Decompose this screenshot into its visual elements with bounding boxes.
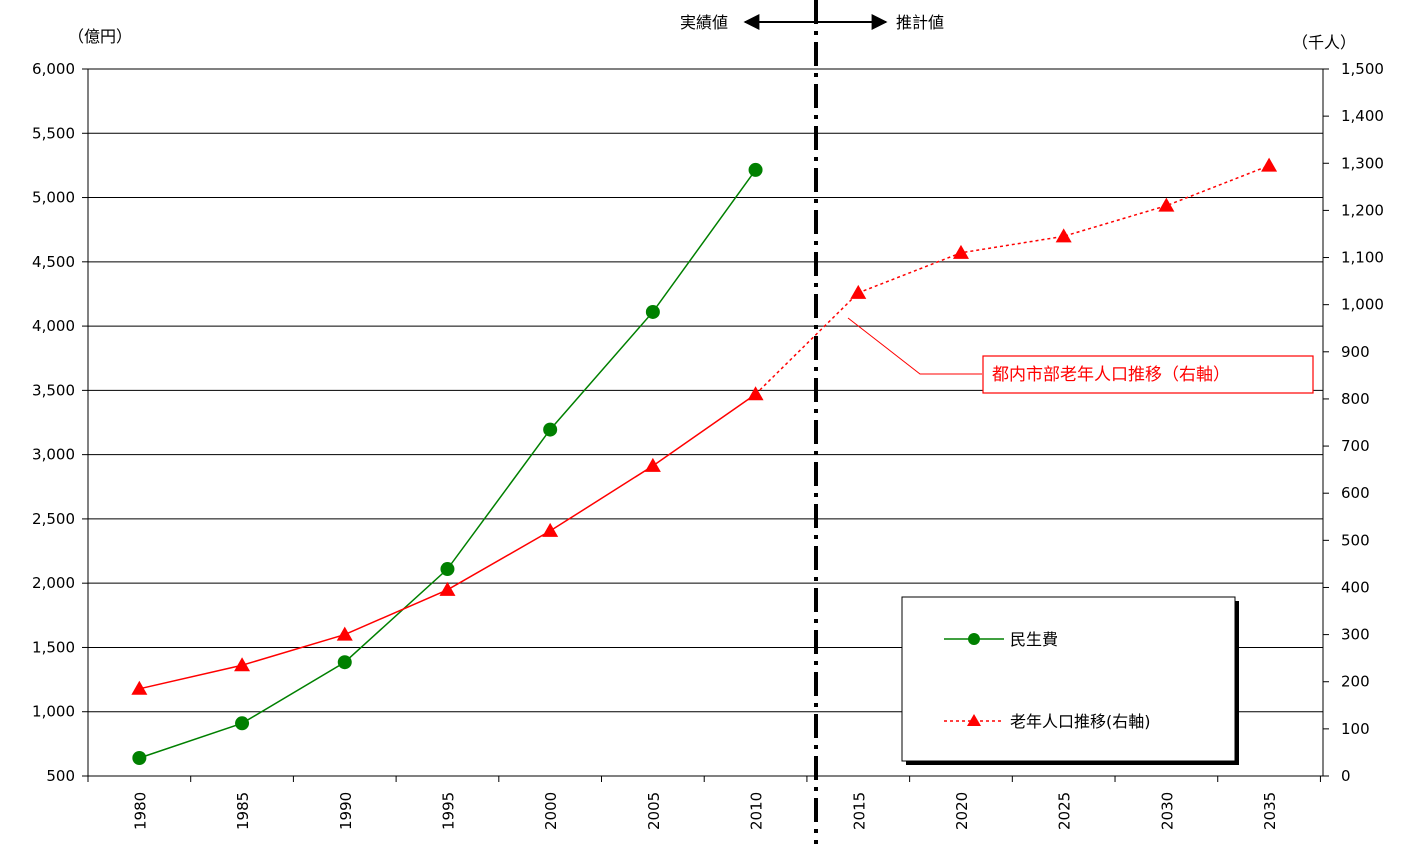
- left-axis-ticks: 500 1,000 1,500 2,000 2,500 3,000 3,500 4,000 4,…: [32, 60, 88, 785]
- data-point-minseihi: [440, 562, 455, 577]
- data-point-minseihi: [748, 162, 763, 177]
- data-point-minseihi: [235, 716, 250, 731]
- x-tick-label: 1990: [337, 792, 355, 830]
- x-axis-ticks: 1980 1985 1990 1995 2000 2005 2010 2015 2020 2025…: [87, 776, 1321, 830]
- x-tick-label: 2035: [1261, 792, 1279, 830]
- right-tick-label: 1,400: [1341, 107, 1384, 125]
- left-tick-label: 2,500: [32, 510, 75, 528]
- data-point-minseihi: [543, 422, 558, 437]
- data-point-elderly: [336, 626, 353, 641]
- data-point-elderly: [131, 680, 148, 695]
- right-axis-unit-label: （千人）: [1292, 33, 1356, 52]
- legend-marker-1: [968, 633, 980, 645]
- annotation-text: 都内市部老年人口推移（右軸）: [992, 365, 1230, 385]
- left-tick-label: 4,500: [32, 253, 75, 271]
- left-tick-label: 1,500: [32, 638, 75, 656]
- right-tick-label: 1,500: [1341, 60, 1384, 78]
- right-axis-ticks: 0 100 200 300 400 500 600 700 800 900 1,000 1,100 1,…: [1323, 60, 1384, 785]
- legend: 民生費 老年人口推移(右軸): [901, 596, 1239, 765]
- x-tick-label: 2025: [1056, 792, 1074, 830]
- left-tick-label: 3,000: [32, 446, 75, 464]
- data-point-elderly: [1261, 157, 1278, 172]
- legend-box: [901, 596, 1236, 762]
- series-line-minseihi: [139, 169, 757, 759]
- x-tick-label: 2015: [850, 792, 868, 830]
- right-tick-label: 800: [1341, 390, 1370, 408]
- annotation-box: [982, 355, 1314, 394]
- x-tick-label: 2000: [542, 792, 560, 830]
- x-tick-label: 2005: [645, 792, 663, 830]
- data-point-elderly: [952, 244, 969, 259]
- x-tick-label: 2010: [748, 792, 766, 830]
- data-point-minseihi: [337, 655, 352, 670]
- legend-label-1: 民生費: [1010, 630, 1058, 649]
- series-line-elderly-actual: [139, 393, 756, 690]
- right-tick-label: 100: [1341, 720, 1370, 738]
- data-point-elderly: [439, 581, 456, 596]
- legend-label-2: 老年人口推移(右軸): [1010, 712, 1151, 731]
- legend-marker-2: [967, 714, 981, 726]
- right-tick-label: 500: [1341, 531, 1370, 549]
- x-tick-label: 1995: [439, 792, 457, 830]
- data-point-elderly: [234, 657, 251, 672]
- left-tick-label: 5,000: [32, 189, 75, 207]
- left-tick-label: 4,000: [32, 317, 75, 335]
- series-line-elderly-projected: [755, 164, 1270, 395]
- data-point-elderly: [644, 457, 661, 472]
- left-tick-label: 500: [46, 767, 75, 785]
- right-tick-label: 1,200: [1341, 201, 1384, 219]
- right-tick-label: 700: [1341, 437, 1370, 455]
- data-point-minseihi: [645, 304, 660, 319]
- left-tick-label: 1,000: [32, 703, 75, 721]
- data-point-elderly: [1055, 228, 1072, 243]
- right-tick-label: 600: [1341, 484, 1370, 502]
- left-axis-unit-label: （億円）: [68, 27, 132, 46]
- left-tick-label: 6,000: [32, 60, 75, 78]
- left-tick-label: 5,500: [32, 124, 75, 142]
- data-point-elderly: [1158, 197, 1175, 212]
- right-tick-label: 400: [1341, 578, 1370, 596]
- data-point-minseihi: [132, 751, 147, 766]
- series-layer: [131, 157, 1278, 766]
- right-tick-label: 0: [1341, 767, 1351, 785]
- x-tick-label: 1985: [234, 792, 252, 830]
- data-point-elderly: [747, 386, 764, 401]
- x-tick-label: 1980: [131, 792, 149, 830]
- plot-frame: [87, 68, 1324, 777]
- right-tick-label: 900: [1341, 343, 1370, 361]
- left-tick-label: 2,000: [32, 574, 75, 592]
- x-tick-label: 2030: [1158, 792, 1176, 830]
- right-tick-label: 200: [1341, 673, 1370, 691]
- right-tick-label: 1,000: [1341, 296, 1384, 314]
- right-tick-label: 300: [1341, 626, 1370, 644]
- annotation-leader-line: [847, 317, 982, 375]
- data-point-elderly: [850, 284, 867, 299]
- data-point-elderly: [542, 522, 559, 537]
- left-tick-label: 3,500: [32, 381, 75, 399]
- right-tick-label: 1,300: [1341, 154, 1384, 172]
- right-tick-label: 1,100: [1341, 249, 1384, 267]
- x-tick-label: 2020: [953, 792, 971, 830]
- projected-values-label: 推計値: [896, 13, 944, 32]
- actual-values-label: 実績値: [680, 13, 728, 32]
